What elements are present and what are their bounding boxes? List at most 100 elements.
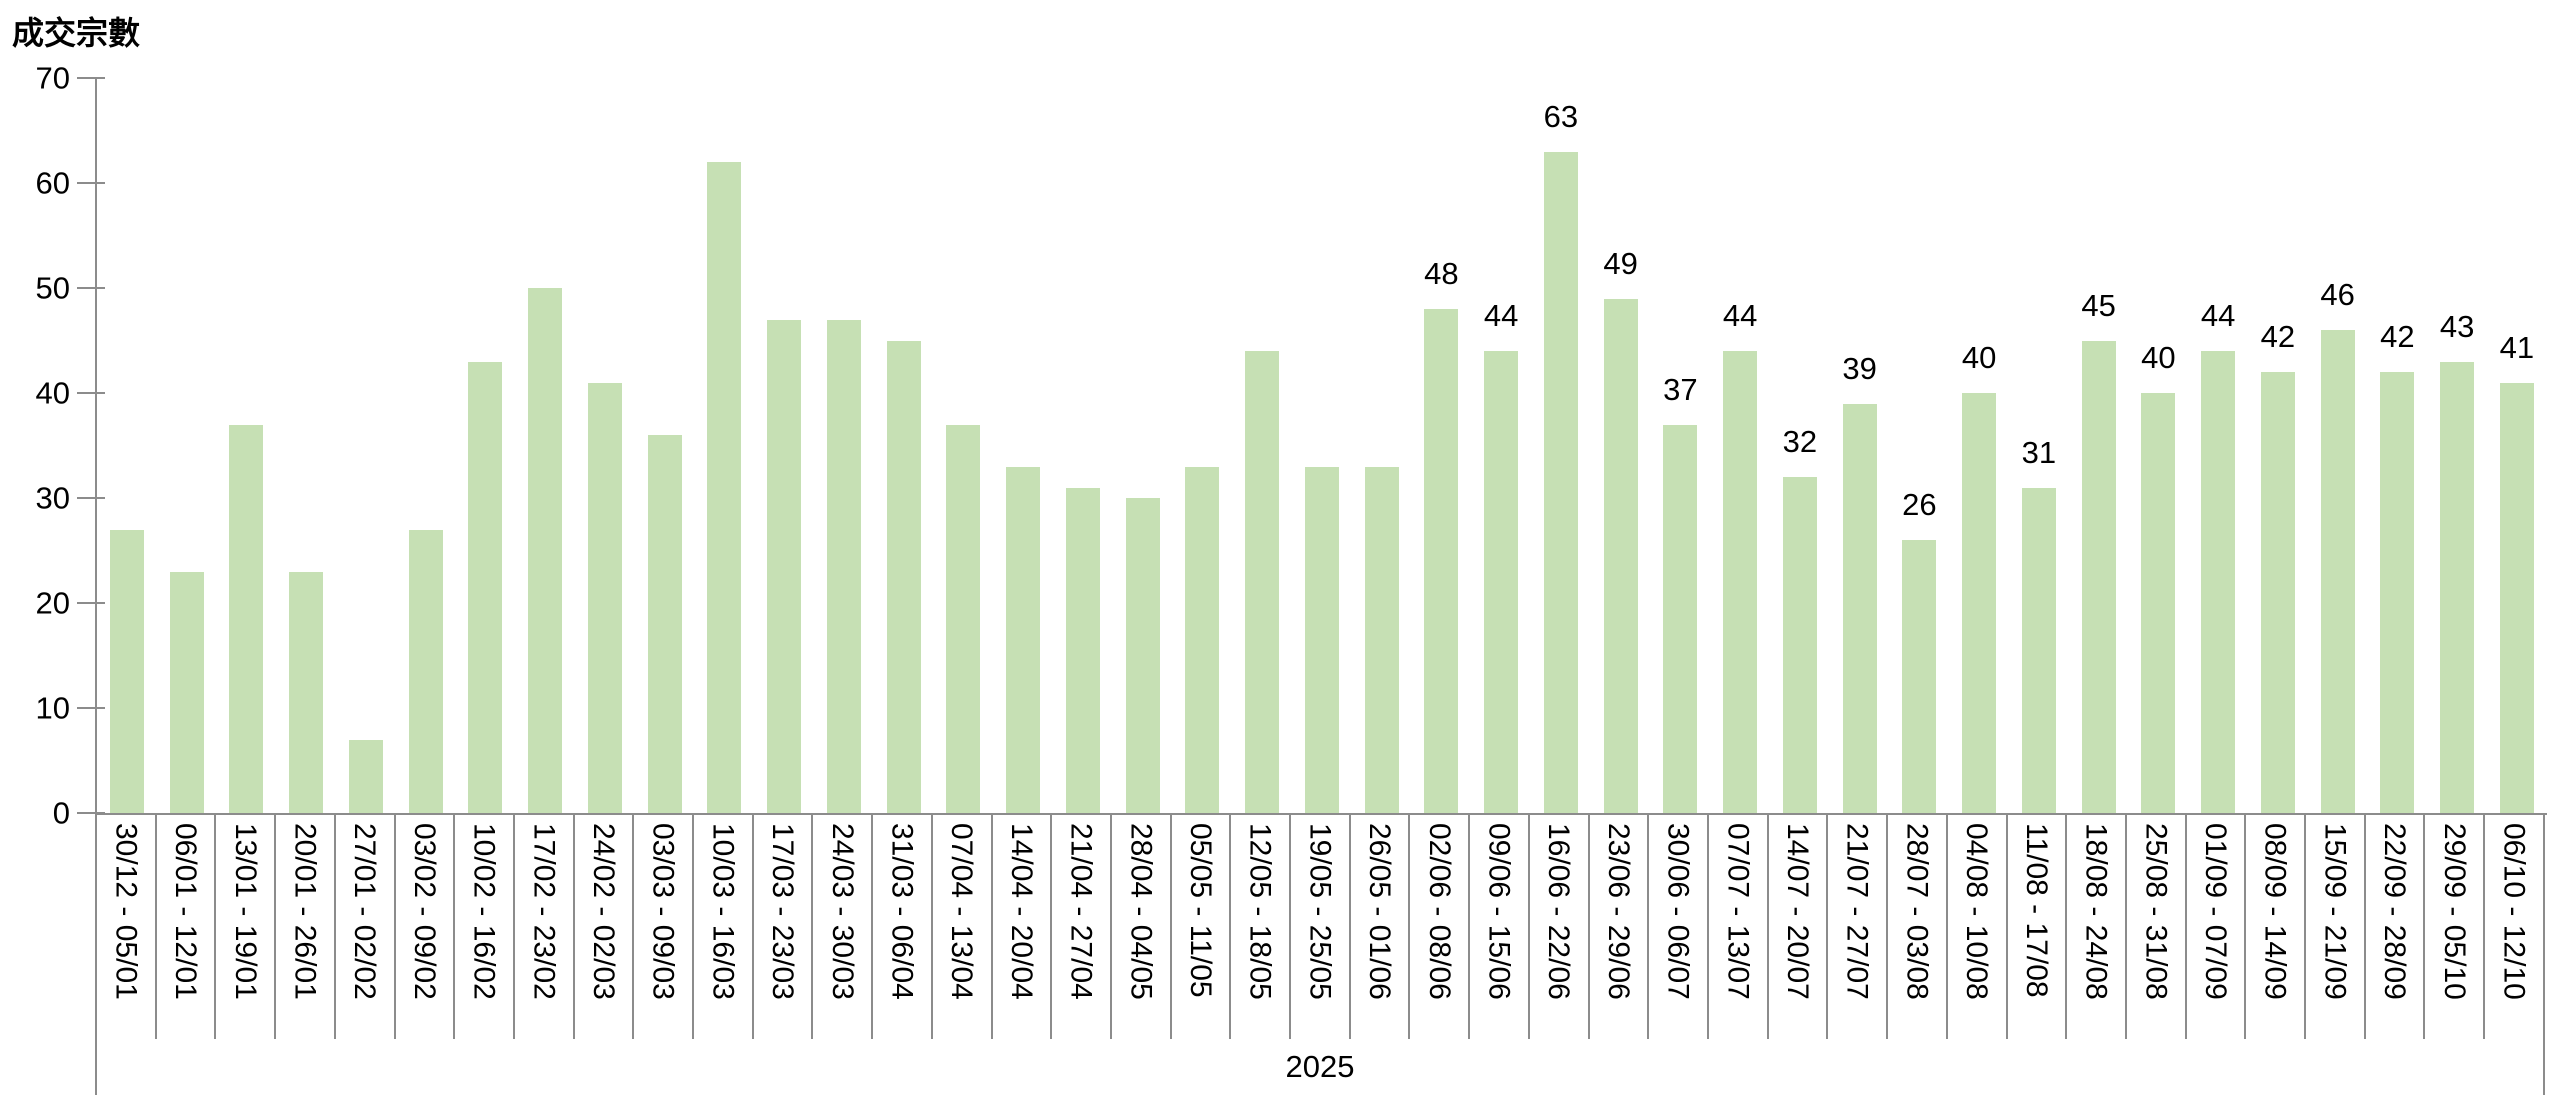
y-tick-mark — [77, 77, 105, 79]
x-category-cell: 21/04 - 27/04 — [1052, 815, 1112, 1039]
x-category-cell: 19/05 - 25/05 — [1291, 815, 1351, 1039]
x-category-cell: 07/07 - 13/07 — [1709, 815, 1769, 1039]
bar-slot — [575, 78, 635, 813]
x-category-cell: 28/04 - 04/05 — [1112, 815, 1172, 1039]
bar-slot: 31 — [2009, 78, 2069, 813]
y-tick-label: 10 — [35, 690, 70, 726]
bar — [886, 340, 921, 813]
bar-data-label: 41 — [2499, 329, 2535, 365]
x-category-cell: 17/02 - 23/02 — [515, 815, 575, 1039]
x-category-label: 06/01 - 12/01 — [169, 823, 203, 1000]
bar: 44 — [1484, 300, 1518, 813]
bar-slot: 32 — [1770, 78, 1830, 813]
x-category-cell: 20/01 - 26/01 — [276, 815, 336, 1039]
bar-slot: 42 — [2368, 78, 2428, 813]
x-category-cell: 10/03 - 16/03 — [694, 815, 754, 1039]
x-category-cell: 06/01 - 12/01 — [157, 815, 217, 1039]
bar-slot: 26 — [1890, 78, 1950, 813]
bar-slot — [97, 78, 157, 813]
y-tick-mark — [77, 602, 105, 604]
y-tick-mark — [77, 812, 105, 814]
x-category-label: 31/03 - 06/04 — [885, 823, 919, 1000]
bar-data-label: 63 — [1543, 98, 1579, 134]
bar-slot — [1232, 78, 1292, 813]
bar-data-label: 39 — [1842, 350, 1877, 386]
x-category-label: 19/05 - 25/05 — [1303, 823, 1337, 1000]
bar-slot — [1053, 78, 1113, 813]
bar — [1304, 466, 1339, 813]
x-category-cell: 14/04 - 20/04 — [993, 815, 1053, 1039]
x-category-cell: 29/09 - 05/10 — [2425, 815, 2486, 1039]
bar-data-label: 45 — [2081, 287, 2116, 323]
x-category-label: 20/01 - 26/01 — [288, 823, 322, 1000]
x-category-cell: 07/04 - 13/04 — [933, 815, 993, 1039]
x-category-cell: 10/02 - 16/02 — [455, 815, 515, 1039]
plot-area: 48 44 63 49 37 44 32 39 26 40 31 45 40 44 42 46 42 43 41 — [77, 77, 2547, 815]
x-category-cell: 24/03 - 30/03 — [813, 815, 874, 1039]
bar — [1364, 466, 1399, 813]
bar-slot — [695, 78, 755, 813]
x-category-cell: 24/02 - 02/03 — [575, 815, 635, 1039]
x-category-label: 17/02 - 23/02 — [527, 823, 561, 1000]
bar-data-label: 44 — [1483, 298, 1519, 333]
x-category-label: 30/12 - 05/01 — [109, 823, 143, 1000]
bar-slot: 43 — [2427, 78, 2487, 813]
y-tick-label: 70 — [35, 60, 70, 96]
bar-slot: 63 — [1531, 78, 1591, 813]
x-category-label: 11/08 - 17/08 — [2019, 823, 2053, 998]
x-category-label: 08/09 - 14/09 — [2258, 823, 2292, 1000]
bar: 42 — [2380, 321, 2415, 813]
bar-slot — [336, 78, 396, 813]
x-category-cell: 22/09 - 28/09 — [2366, 815, 2426, 1039]
x-category-label: 18/08 - 24/08 — [2079, 823, 2113, 1000]
bar-slot — [276, 78, 336, 813]
bar-slot — [396, 78, 456, 813]
bar — [946, 424, 981, 813]
x-category-label: 14/04 - 20/04 — [1004, 823, 1038, 1000]
y-axis-tick-labels: 0 10 20 30 40 50 60 70 — [0, 63, 70, 829]
bar — [1006, 466, 1041, 813]
bar: 42 — [2261, 321, 2295, 813]
bar-slot: 44 — [1710, 78, 1770, 813]
bar-slot: 48 — [1412, 78, 1472, 813]
bar — [767, 319, 802, 813]
bar — [289, 571, 324, 813]
bar: 31 — [2022, 437, 2056, 813]
bar-slot — [217, 78, 277, 813]
bar-slot — [1113, 78, 1173, 813]
bar-slot: 44 — [2188, 78, 2248, 813]
x-category-label: 22/09 - 28/09 — [2378, 823, 2412, 1000]
x-category-label: 17/03 - 23/03 — [766, 823, 800, 1000]
x-category-cell: 14/07 - 20/07 — [1769, 815, 1829, 1039]
bar — [707, 162, 742, 813]
bar — [109, 529, 144, 813]
x-category-label: 12/05 - 18/05 — [1243, 823, 1277, 1000]
bar-slot — [754, 78, 814, 813]
bar-slot: 40 — [1949, 78, 2009, 813]
x-category-label: 06/10 - 12/10 — [2497, 823, 2531, 1000]
x-category-cell: 27/01 - 02/02 — [336, 815, 396, 1039]
x-axis-year-label: 2025 — [1285, 1049, 1355, 1084]
x-category-label: 10/03 - 16/03 — [706, 823, 740, 1000]
bar-data-label: 32 — [1782, 424, 1818, 459]
bar: 39 — [1842, 353, 1877, 813]
x-category-label: 15/09 - 21/09 — [2318, 823, 2352, 1000]
x-category-label: 21/04 - 27/04 — [1064, 823, 1098, 1000]
x-category-cell: 17/03 - 23/03 — [754, 815, 814, 1039]
x-category-label: 26/05 - 01/06 — [1363, 823, 1397, 1000]
bar-slot — [635, 78, 695, 813]
x-category-cell: 13/01 - 19/01 — [216, 815, 277, 1039]
x-category-label: 28/07 - 03/08 — [1900, 823, 1934, 1000]
x-category-label: 10/02 - 16/02 — [467, 823, 501, 1000]
y-tick-label: 50 — [35, 270, 70, 306]
bar-data-label: 43 — [2439, 308, 2475, 344]
x-category-cell: 02/06 - 08/06 — [1410, 815, 1471, 1039]
y-tick-label: 0 — [52, 795, 70, 831]
y-tick-mark — [77, 707, 105, 709]
bar-slot: 41 — [2487, 78, 2547, 813]
x-category-cell: 15/09 - 21/09 — [2306, 815, 2366, 1039]
x-category-label: 01/09 - 07/09 — [2198, 823, 2232, 1000]
bar — [169, 571, 204, 813]
x-axis-category-labels: 30/12 - 05/01 06/01 - 12/01 13/01 - 19/01 2… — [95, 815, 2545, 1039]
bar-data-label: 37 — [1663, 371, 1698, 407]
